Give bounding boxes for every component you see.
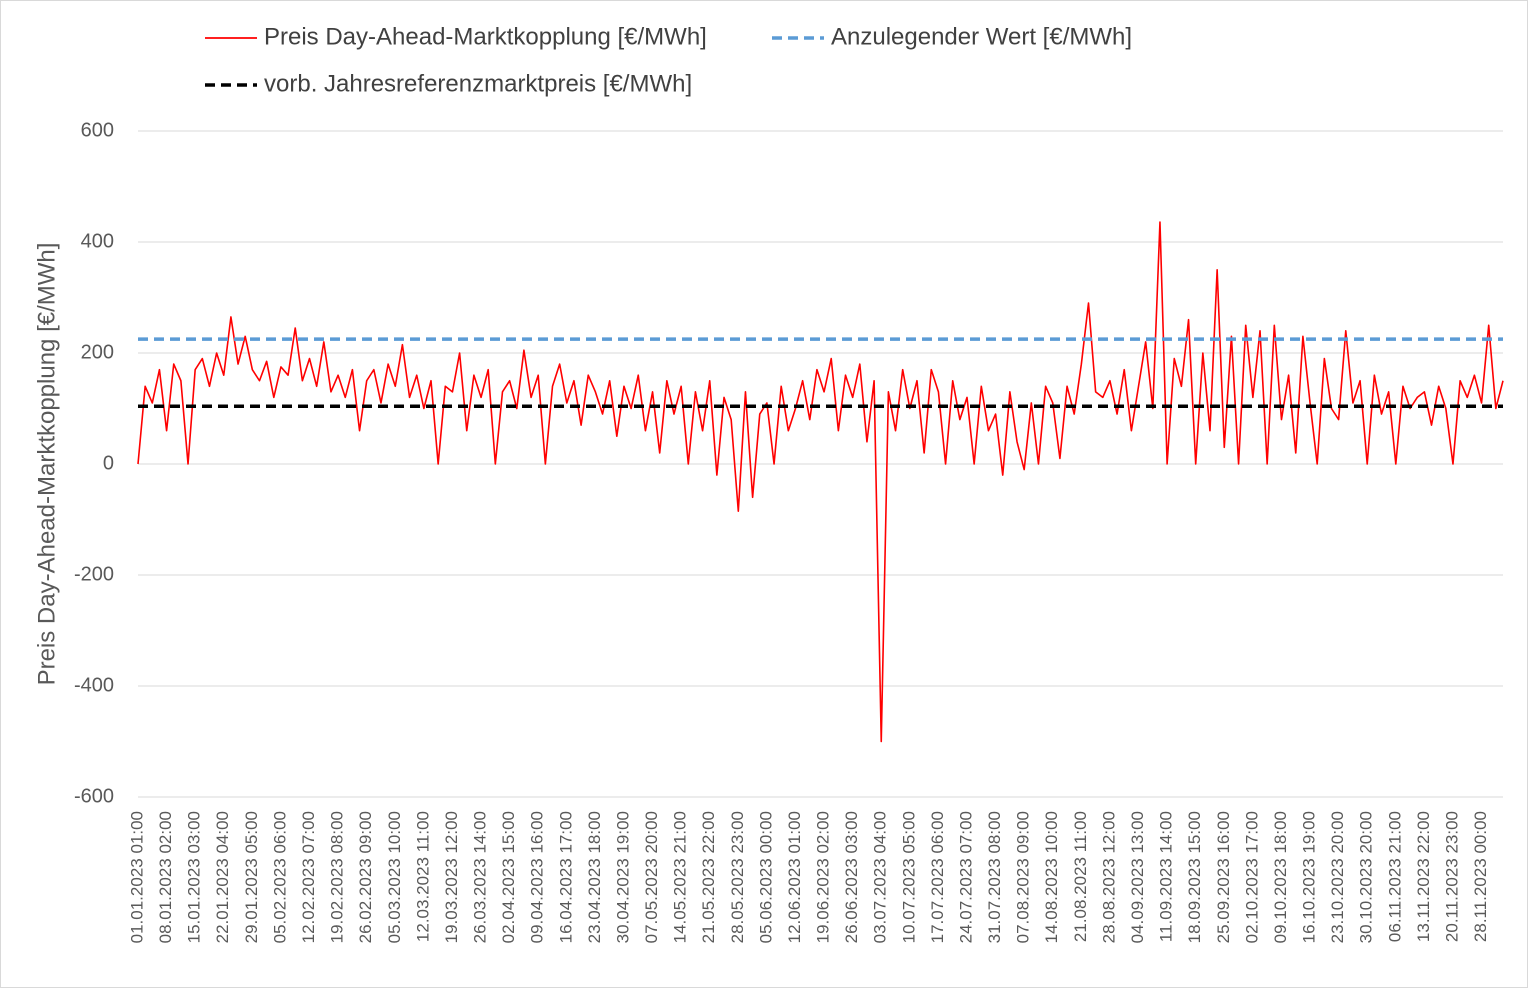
y-axis-label: Preis Day-Ahead-Marktkopplung [€/MWh] <box>33 243 60 686</box>
x-tick-label: 02.10.2023 17:00 <box>1242 811 1261 943</box>
x-tick-label: 15.01.2023 03:00 <box>185 811 204 943</box>
x-tick-label: 18.09.2023 15:00 <box>1185 811 1204 943</box>
x-tick-label: 11.09.2023 14:00 <box>1157 811 1176 942</box>
x-tick-label: 17.07.2023 06:00 <box>928 811 947 943</box>
x-tick-label: 29.01.2023 05:00 <box>242 811 261 943</box>
x-tick-label: 09.04.2023 16:00 <box>528 811 547 943</box>
y-tick-label: 0 <box>103 452 114 474</box>
x-tick-label: 26.06.2023 03:00 <box>842 811 861 943</box>
x-tick-label: 31.07.2023 08:00 <box>985 811 1004 943</box>
x-tick-label: 23.10.2023 20:00 <box>1328 811 1347 943</box>
x-tick-label: 26.02.2023 09:00 <box>356 811 375 943</box>
x-tick-label: 23.04.2023 18:00 <box>585 811 604 943</box>
x-tick-label: 10.07.2023 05:00 <box>899 811 918 943</box>
x-tick-label: 05.03.2023 10:00 <box>385 811 404 943</box>
x-tick-label: 03.07.2023 04:00 <box>871 811 890 943</box>
legend-label: Anzulegender Wert [€/MWh] <box>831 23 1132 50</box>
x-tick-label: 30.04.2023 19:00 <box>613 811 632 943</box>
x-tick-label: 07.05.2023 20:00 <box>642 811 661 943</box>
series-line <box>137 221 1504 743</box>
x-tick-label: 22.01.2023 04:00 <box>213 811 232 943</box>
x-tick-label: 09.10.2023 18:00 <box>1271 811 1290 943</box>
x-tick-label: 02.04.2023 15:00 <box>499 811 518 943</box>
x-tick-label: 19.03.2023 12:00 <box>442 811 461 943</box>
y-tick-label: -600 <box>74 785 114 807</box>
x-tick-label: 26.03.2023 14:00 <box>471 811 490 943</box>
x-tick-label: 28.08.2023 12:00 <box>1099 811 1118 943</box>
x-tick-label: 19.02.2023 08:00 <box>328 811 347 943</box>
x-tick-label: 19.06.2023 02:00 <box>814 811 833 943</box>
x-tick-label: 25.09.2023 16:00 <box>1214 811 1233 943</box>
x-tick-label: 12.02.2023 07:00 <box>299 811 318 943</box>
x-tick-label: 06.11.2023 21:00 <box>1385 811 1404 942</box>
x-tick-label: 21.08.2023 11:00 <box>1071 811 1090 942</box>
legend-label: vorb. Jahresreferenzmarktpreis [€/MWh] <box>264 70 692 97</box>
x-tick-label: 20.11.2023 23:00 <box>1442 811 1461 942</box>
x-tick-label: 07.08.2023 09:00 <box>1014 811 1033 943</box>
x-tick-label: 30.10.2023 20:00 <box>1357 811 1376 943</box>
x-tick-label: 13.11.2023 22:00 <box>1414 811 1433 942</box>
x-tick-label: 28.05.2023 23:00 <box>728 811 747 943</box>
x-tick-label: 12.06.2023 01:00 <box>785 811 804 943</box>
x-tick-label: 24.07.2023 07:00 <box>956 811 975 943</box>
y-tick-label: -200 <box>74 563 114 585</box>
x-tick-label: 12.03.2023 11:00 <box>413 811 432 942</box>
y-tick-label: -400 <box>74 674 114 696</box>
y-tick-label: 600 <box>81 119 114 141</box>
x-tick-label: 21.05.2023 22:00 <box>699 811 718 943</box>
x-tick-label: 01.01.2023 01:00 <box>127 811 146 943</box>
y-tick-label: 200 <box>81 341 114 363</box>
x-tick-label: 08.01.2023 02:00 <box>156 811 175 943</box>
x-tick-label: 28.11.2023 00:00 <box>1471 811 1490 942</box>
y-tick-label: 400 <box>81 230 114 252</box>
x-tick-label: 16.04.2023 17:00 <box>556 811 575 943</box>
x-tick-label: 16.10.2023 19:00 <box>1300 811 1319 943</box>
x-tick-label: 05.02.2023 06:00 <box>270 811 289 943</box>
x-tick-label: 14.05.2023 21:00 <box>671 811 690 943</box>
x-tick-label: 14.08.2023 10:00 <box>1042 811 1061 943</box>
legend-label: Preis Day-Ahead-Marktkopplung [€/MWh] <box>264 23 707 50</box>
x-tick-label: 05.06.2023 00:00 <box>756 811 775 943</box>
x-tick-label: 04.09.2023 13:00 <box>1128 811 1147 943</box>
